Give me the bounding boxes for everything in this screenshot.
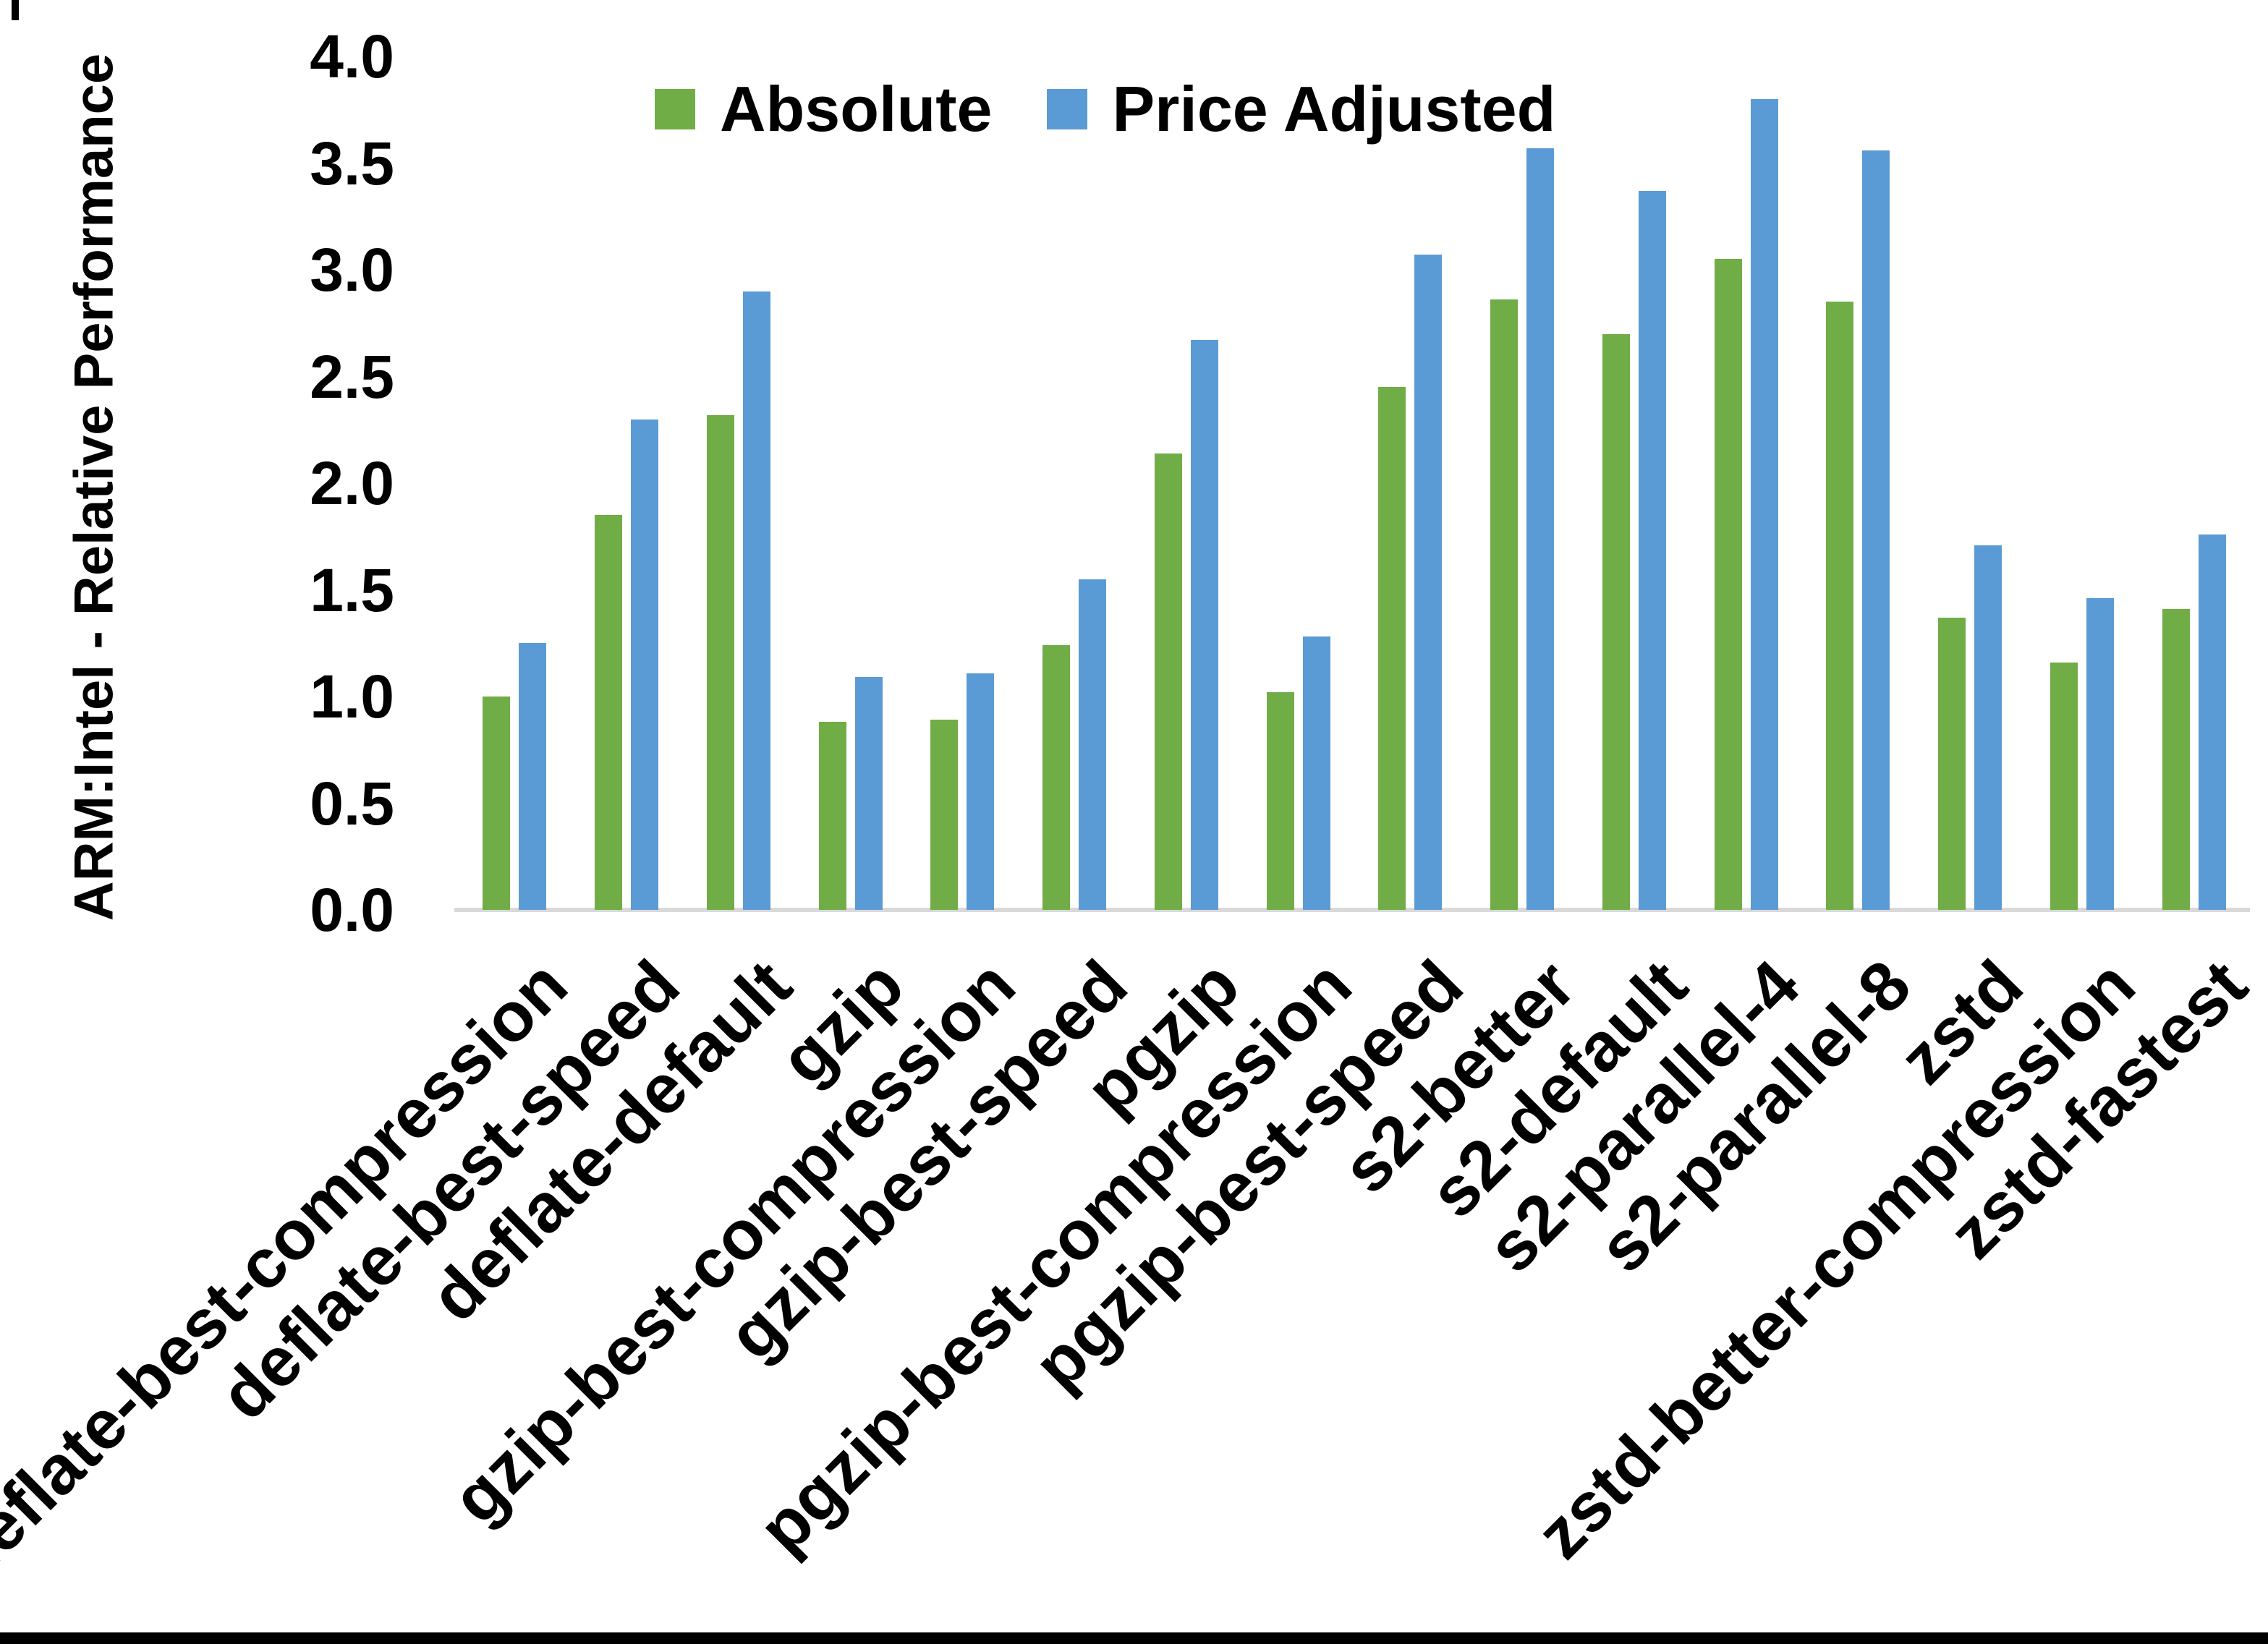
bar-absolute-deflate-best-speed [595,515,623,910]
y-tick-label-2.5: 2.5 [310,342,394,411]
bottom-border [0,1632,2268,1644]
corner-border-mark [12,0,19,20]
bar-price-adjusted-deflate-best-speed [631,419,659,910]
bar-absolute-zstd-fastest [2162,609,2190,910]
y-tick-label-0.5: 0.5 [310,769,394,838]
y-tick-label-0.0: 0.0 [310,876,394,944]
bar-price-adjusted-zstd-better-compression [2086,598,2114,910]
bar-absolute-pgzip-best-compression [1266,692,1294,910]
bar-absolute-deflate-best-compression [483,697,511,910]
bar-absolute-s2-parallel-8 [1826,302,1854,910]
bar-price-adjusted-s2-parallel-8 [1862,150,1890,910]
bar-price-adjusted-pgzip-best-speed [1414,255,1443,910]
bar-absolute-pgzip [1154,453,1182,910]
y-tick-label-1.5: 1.5 [310,555,394,624]
bar-price-adjusted-deflate-best-compression [519,643,547,910]
bar-price-adjusted-deflate-default [742,291,770,910]
legend-item-price-adjusted: Price Adjusted [1047,72,1555,146]
legend-swatch-absolute [655,89,695,129]
y-tick-label-4.0: 4.0 [310,22,394,90]
bar-absolute-zstd-better-compression [2050,662,2078,910]
bar-absolute-gzip [818,722,846,910]
bar-absolute-s2-better [1490,299,1519,910]
legend-item-absolute: Absolute [655,72,992,146]
bar-absolute-pgzip-best-speed [1378,387,1406,910]
bar-price-adjusted-s2-better [1526,148,1555,910]
bar-absolute-deflate-default [706,414,734,910]
bar-absolute-gzip-best-speed [1042,645,1071,910]
y-tick-label-2.0: 2.0 [310,449,394,517]
bar-price-adjusted-zstd-fastest [2198,534,2226,910]
y-tick-label-1.0: 1.0 [310,663,394,731]
bar-price-adjusted-gzip [854,677,883,910]
legend-label-price-adjusted: Price Adjusted [1112,73,1556,145]
legend-swatch-price-adjusted [1047,89,1088,129]
bar-absolute-gzip-best-compression [930,720,959,910]
bar-price-adjusted-s2-default [1638,190,1666,910]
bar-absolute-zstd [1938,617,1966,910]
x-axis-line [454,908,2250,912]
y-tick-label-3.0: 3.0 [310,236,394,304]
bar-price-adjusted-gzip-best-speed [1079,579,1107,910]
legend: Absolute Price Adjusted [655,72,1555,146]
bar-price-adjusted-zstd [1974,545,2002,910]
y-axis-title: ARM:Intel - Relative Performance [63,53,125,921]
bar-absolute-s2-default [1602,333,1630,910]
bar-absolute-s2-parallel-4 [1714,259,1742,910]
bar-price-adjusted-pgzip [1190,340,1218,910]
bar-price-adjusted-pgzip-best-compression [1302,636,1330,910]
y-tick-label-3.5: 3.5 [310,129,394,197]
bar-price-adjusted-s2-parallel-4 [1750,99,1778,910]
bar-price-adjusted-gzip-best-compression [967,673,995,910]
legend-label-absolute: Absolute [720,73,993,145]
